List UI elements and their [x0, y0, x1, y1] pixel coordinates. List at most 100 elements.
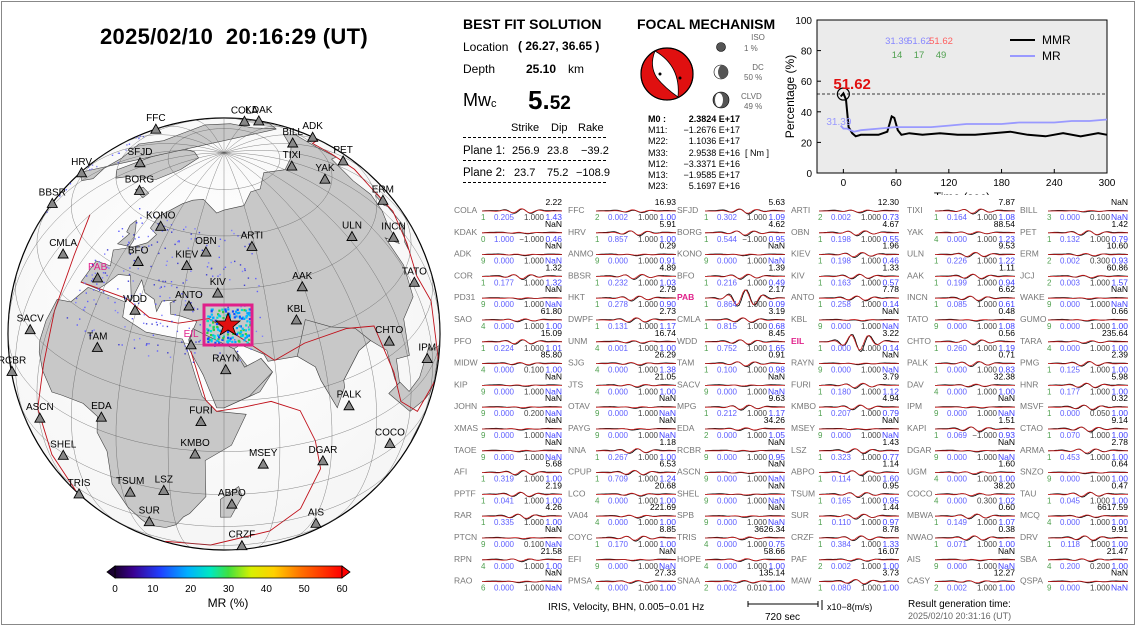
station-top-value: 6.62	[998, 284, 1015, 294]
mr-dot	[133, 259, 135, 262]
station-quality: 9	[1047, 584, 1052, 593]
station-weight: 1.000	[1090, 344, 1111, 353]
station-name: PAYG	[568, 423, 590, 433]
station-ratio: 1.60	[882, 474, 899, 484]
station-corr: 0.000	[947, 387, 968, 396]
mr-dot	[117, 311, 119, 314]
synthetic-trace	[596, 209, 676, 213]
table-rule	[463, 137, 606, 138]
x-tick-label: 180	[993, 178, 1010, 189]
mr-dot	[210, 310, 213, 313]
mr-dot	[223, 268, 225, 270]
mr-dot	[139, 135, 141, 137]
station-ratio: 1.38	[659, 365, 676, 375]
station-quality: 9	[704, 453, 709, 462]
mr-dot	[171, 231, 173, 233]
amp-scale-bar	[821, 600, 823, 610]
colorbar-tick-label: 20	[185, 584, 197, 595]
mr-dot	[218, 314, 221, 317]
mr-dot	[237, 339, 240, 342]
station-top-value: 1.14	[882, 459, 899, 469]
station-triangle-icon	[189, 448, 201, 459]
station-name: KONO	[677, 249, 702, 259]
station-name: WAKE	[1020, 292, 1045, 302]
station-triangle-icon	[133, 184, 146, 195]
mr-dot	[171, 256, 173, 258]
mr-dot	[187, 247, 189, 249]
y-tick-label: 40	[801, 108, 813, 119]
station-ratio: 1.00	[659, 583, 676, 593]
station-quality: 1	[1047, 235, 1052, 244]
station-name: AIS	[907, 554, 921, 564]
station-label: YAK	[315, 163, 335, 174]
station-name: BFO	[677, 270, 695, 280]
station-corr: 0.453	[1060, 453, 1081, 462]
mr-dot	[244, 268, 246, 270]
station-triangle-icon	[57, 248, 69, 259]
station-name: PFO	[454, 336, 472, 346]
mr-dot	[86, 275, 88, 277]
station-weight: 1.000	[638, 300, 659, 309]
observed-trace	[1047, 230, 1129, 236]
station-corr: 0.001	[608, 344, 629, 353]
station-top-value: 12.27	[994, 568, 1016, 578]
dc-icon	[713, 64, 729, 80]
mr-dot	[237, 331, 240, 334]
station-weight: 1.000	[524, 431, 545, 440]
synthetic-trace	[819, 362, 899, 365]
station-quality: 9	[595, 409, 600, 418]
station-weight: −1.000	[742, 235, 767, 244]
depth-unit: km	[568, 62, 584, 76]
mr-dot	[148, 343, 150, 345]
synthetic-trace	[705, 449, 785, 452]
meridian	[78, 143, 225, 175]
station-triangle-icon	[154, 220, 167, 231]
station-corr: 0.000	[717, 562, 738, 571]
synthetic-trace	[705, 580, 785, 584]
station-name: EFI	[568, 554, 581, 564]
station-triangle-icon	[132, 255, 144, 266]
station-name: KIEV	[791, 249, 811, 259]
station-quality: 9	[934, 562, 939, 571]
mr-dot	[184, 300, 187, 302]
station-top-value: 3.22	[882, 328, 899, 338]
mr-dot	[235, 333, 239, 336]
mr-dot	[245, 336, 249, 339]
station-corr: 0.000	[608, 431, 629, 440]
top-value: 51.62	[929, 36, 953, 47]
mr-dot	[75, 301, 77, 304]
station-triangle-icon	[319, 173, 331, 184]
station-top-value: 9.14	[1111, 415, 1128, 425]
observed-trace	[595, 384, 677, 388]
station-quality: 1	[1047, 496, 1052, 505]
station-name: RAYN	[791, 358, 814, 368]
station-corr: 0.000	[494, 562, 515, 571]
station-weight: 1.000	[977, 366, 998, 375]
station-weight: 1.000	[861, 300, 882, 309]
station-top-value: 27.33	[655, 568, 677, 578]
station-triangle-icon	[6, 365, 18, 376]
station-top-value: 0.56	[998, 328, 1015, 338]
station-corr: 0.000	[1060, 475, 1081, 484]
station-corr: 0.000	[1060, 300, 1081, 309]
mr-dot	[245, 314, 249, 318]
station-top-value: NaN	[545, 241, 562, 251]
station-top-value: NaN	[998, 393, 1015, 403]
mr-dot	[182, 282, 184, 284]
station-name: OTAV	[568, 401, 590, 411]
station-corr: 0.000	[1060, 518, 1081, 527]
mr-dot	[221, 338, 224, 341]
station-top-value: 0.71	[998, 350, 1015, 360]
mr-dot	[164, 280, 167, 283]
mr-dot	[190, 270, 192, 272]
station-quality: 1	[818, 278, 823, 287]
mr-dot	[164, 247, 166, 249]
station-weight: 1.000	[861, 387, 882, 396]
station-quality: 9	[481, 431, 486, 440]
station-top-value: NaN	[768, 371, 785, 381]
station-quality: 1	[595, 540, 600, 549]
land-masses	[8, 118, 440, 546]
station-weight: 1.000	[977, 278, 998, 287]
mr-dot	[198, 231, 201, 234]
mr-dot	[139, 337, 141, 340]
